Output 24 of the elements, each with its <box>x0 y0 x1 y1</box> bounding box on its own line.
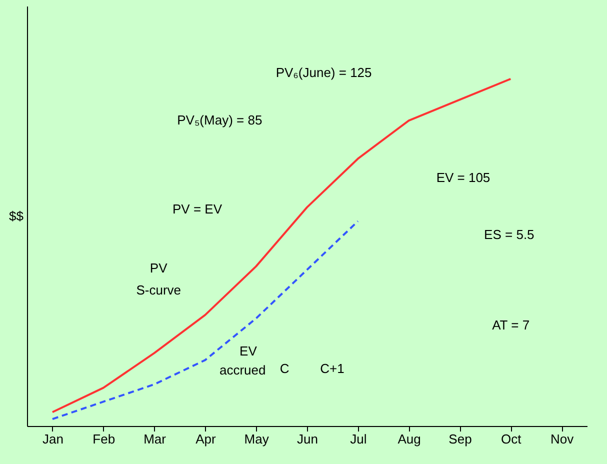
annotation: accrued <box>219 362 266 378</box>
annotation: EV <box>240 344 258 359</box>
annotation: C <box>280 360 290 376</box>
y-axis-title: $$ <box>9 208 24 224</box>
x-tick-label: May <box>244 432 270 446</box>
x-tick-label: Jun <box>297 432 318 446</box>
x-tick-label: Oct <box>501 432 522 446</box>
annotation: PV = EV <box>172 201 222 216</box>
x-tick-label: Mar <box>144 432 167 446</box>
x-tick-label: Jul <box>350 432 367 446</box>
annotation: PV <box>150 260 168 276</box>
x-tick-label: Apr <box>196 432 216 446</box>
x-tick-label: Sep <box>448 432 472 446</box>
x-tick-label: Feb <box>92 432 116 446</box>
annotation: C+1 <box>320 360 344 376</box>
annotation: ES = 5.5 <box>484 226 534 242</box>
annotation: PV₆(June) = 125 <box>276 65 372 80</box>
x-tick-label: Jan <box>42 432 64 446</box>
annotation: AT = 7 <box>492 318 530 333</box>
annotation: S-curve <box>136 282 181 298</box>
annotation: PV₅(May) = 85 <box>177 112 262 128</box>
x-tick-label: Nov <box>550 432 574 446</box>
annotation: EV = 105 <box>436 170 490 185</box>
x-tick-label: Aug <box>398 432 421 446</box>
